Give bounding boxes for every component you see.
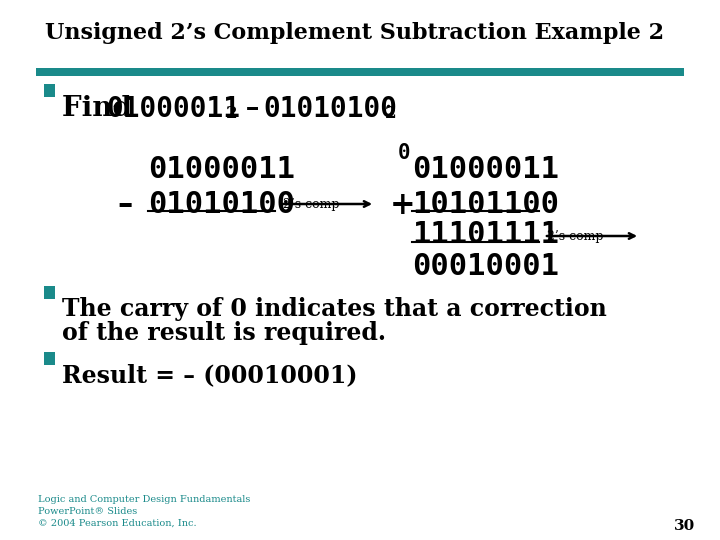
Text: 01010100: 01010100 [148, 190, 295, 219]
Text: © 2004 Pearson Education, Inc.: © 2004 Pearson Education, Inc. [38, 519, 197, 528]
Bar [44, 286, 55, 299]
Text: –: – [117, 190, 132, 221]
Text: 10101100: 10101100 [412, 190, 559, 219]
Text: PowerPoint® Slides: PowerPoint® Slides [38, 507, 138, 516]
Bar [44, 84, 55, 97]
Text: 01010100: 01010100 [263, 95, 397, 123]
Text: Result = – (00010001): Result = – (00010001) [62, 363, 358, 387]
Text: 01000011: 01000011 [106, 95, 240, 123]
Text: –: – [236, 95, 269, 122]
Text: 01000011: 01000011 [148, 155, 295, 184]
Text: 2: 2 [226, 105, 238, 122]
Text: Find: Find [62, 95, 142, 122]
Text: +: + [390, 190, 415, 221]
Text: 01000011: 01000011 [412, 155, 559, 184]
Text: 2’s comp: 2’s comp [283, 198, 340, 211]
Text: 30: 30 [674, 519, 695, 533]
Text: Unsigned 2’s Complement Subtraction Example 2: Unsigned 2’s Complement Subtraction Exam… [45, 22, 664, 44]
Text: 2: 2 [385, 105, 397, 122]
Text: 00010001: 00010001 [412, 252, 559, 281]
Text: The carry of 0 indicates that a correction: The carry of 0 indicates that a correcti… [62, 297, 607, 321]
Text: 11101111: 11101111 [412, 220, 559, 249]
Text: of the result is required.: of the result is required. [62, 321, 386, 345]
Text: Logic and Computer Design Fundamentals: Logic and Computer Design Fundamentals [38, 495, 251, 504]
Text: 2’s comp: 2’s comp [547, 230, 603, 243]
Bar [36, 68, 684, 76]
Text: 0: 0 [398, 143, 410, 163]
Bar [44, 352, 55, 365]
